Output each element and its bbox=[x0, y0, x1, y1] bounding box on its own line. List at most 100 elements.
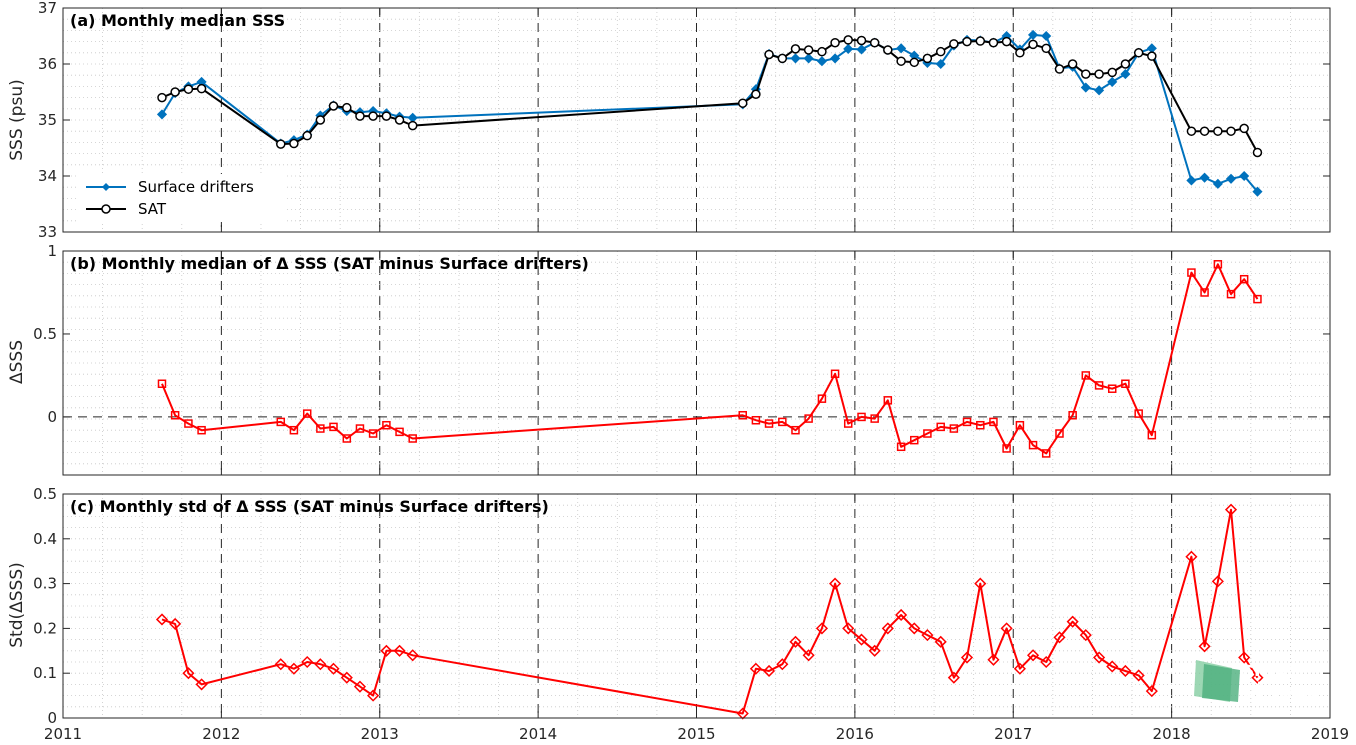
data-point bbox=[155, 613, 169, 626]
data-point bbox=[395, 427, 404, 437]
data-point bbox=[1225, 173, 1237, 184]
data-point bbox=[157, 379, 167, 388]
y-tick-label: 33 bbox=[38, 223, 57, 241]
data-point bbox=[868, 644, 881, 657]
logo-line1: smos bbox=[1242, 657, 1300, 681]
data-point bbox=[935, 46, 946, 57]
data-point bbox=[843, 35, 853, 45]
data-point bbox=[1187, 268, 1196, 277]
logo-shape-front bbox=[1202, 664, 1240, 702]
data-point bbox=[974, 577, 987, 590]
data-point bbox=[156, 109, 168, 120]
data-point bbox=[1002, 444, 1011, 453]
data-point bbox=[355, 424, 365, 433]
data-point bbox=[1015, 48, 1025, 58]
y-tick-label: 0.4 bbox=[33, 530, 57, 548]
data-point bbox=[316, 424, 325, 433]
x-tick-label: 2015 bbox=[677, 725, 715, 743]
data-point bbox=[1106, 660, 1119, 673]
x-tick-label: 2017 bbox=[994, 725, 1032, 743]
legend-marker-sat bbox=[101, 204, 111, 214]
data-point bbox=[1239, 123, 1249, 134]
data-point bbox=[380, 644, 393, 657]
data-point bbox=[883, 396, 893, 405]
data-point bbox=[949, 424, 959, 433]
data-point bbox=[1226, 289, 1236, 299]
data-point bbox=[762, 664, 776, 678]
data-point bbox=[1107, 76, 1118, 87]
x-tick-label: 2013 bbox=[361, 725, 399, 743]
data-point bbox=[881, 622, 894, 635]
y-tick-label: 0.1 bbox=[33, 664, 57, 682]
data-point bbox=[988, 37, 999, 48]
data-point bbox=[1147, 430, 1157, 440]
data-point bbox=[314, 658, 327, 671]
data-point bbox=[843, 43, 854, 54]
panel-b-title: (b) Monthly median of Δ SSS (SAT minus S… bbox=[70, 254, 589, 273]
data-point bbox=[1211, 575, 1224, 588]
data-point bbox=[1134, 409, 1143, 418]
data-point bbox=[1133, 48, 1144, 58]
data-point bbox=[829, 577, 842, 590]
data-point bbox=[353, 680, 367, 693]
data-point bbox=[1147, 51, 1157, 61]
data-point bbox=[355, 111, 365, 121]
data-point bbox=[896, 56, 906, 66]
panel-a-title: (a) Monthly median SSS bbox=[70, 11, 285, 30]
data-point bbox=[1226, 126, 1236, 136]
data-point bbox=[1041, 449, 1051, 458]
data-point bbox=[816, 56, 827, 67]
legend-marker-drifters bbox=[102, 183, 110, 191]
data-point bbox=[987, 653, 1000, 666]
data-point bbox=[962, 36, 972, 47]
data-point bbox=[815, 622, 828, 635]
x-tick-label: 2011 bbox=[44, 725, 82, 743]
data-point bbox=[301, 655, 314, 669]
data-point bbox=[1107, 384, 1117, 393]
data-point bbox=[328, 101, 339, 111]
y-tick-label: 0.5 bbox=[33, 485, 57, 503]
data-point bbox=[830, 37, 840, 48]
data-point bbox=[1199, 172, 1210, 183]
data-point bbox=[169, 617, 182, 630]
y-tick-label: 37 bbox=[38, 0, 57, 17]
data-point bbox=[1200, 288, 1209, 297]
x-tick-label: 2019 bbox=[1311, 725, 1349, 743]
data-point bbox=[830, 369, 840, 379]
data-point bbox=[989, 417, 998, 427]
data-point bbox=[1107, 67, 1117, 78]
data-point bbox=[947, 671, 960, 684]
data-point bbox=[1252, 147, 1263, 158]
data-point bbox=[1067, 59, 1078, 69]
data-point bbox=[394, 115, 405, 125]
data-point bbox=[1026, 649, 1040, 662]
y-tick-label: 34 bbox=[38, 167, 57, 185]
panel-b-ylabel: ΔSSS bbox=[7, 340, 27, 384]
data-point bbox=[289, 425, 299, 435]
data-point bbox=[327, 662, 340, 675]
x-tick-label: 2018 bbox=[1153, 725, 1191, 743]
y-tick-label: 36 bbox=[38, 55, 57, 73]
data-point bbox=[287, 662, 300, 675]
axes-frame bbox=[62, 250, 1331, 476]
data-point bbox=[923, 429, 932, 438]
x-tick-label: 2014 bbox=[519, 725, 557, 743]
data-point bbox=[870, 414, 879, 423]
data-point bbox=[368, 429, 378, 438]
data-point bbox=[935, 58, 946, 70]
data-point bbox=[368, 111, 378, 121]
data-point bbox=[921, 629, 934, 642]
data-point bbox=[910, 435, 919, 445]
data-point bbox=[408, 434, 417, 443]
data-point bbox=[749, 662, 762, 675]
series-line-0 bbox=[161, 263, 1259, 455]
data-point bbox=[276, 417, 286, 427]
data-point bbox=[1041, 43, 1051, 54]
data-point bbox=[857, 412, 866, 422]
data-point bbox=[1079, 629, 1092, 642]
data-point bbox=[778, 417, 787, 427]
data-point bbox=[1068, 411, 1077, 420]
data-point bbox=[340, 671, 353, 684]
data-point bbox=[157, 92, 167, 103]
